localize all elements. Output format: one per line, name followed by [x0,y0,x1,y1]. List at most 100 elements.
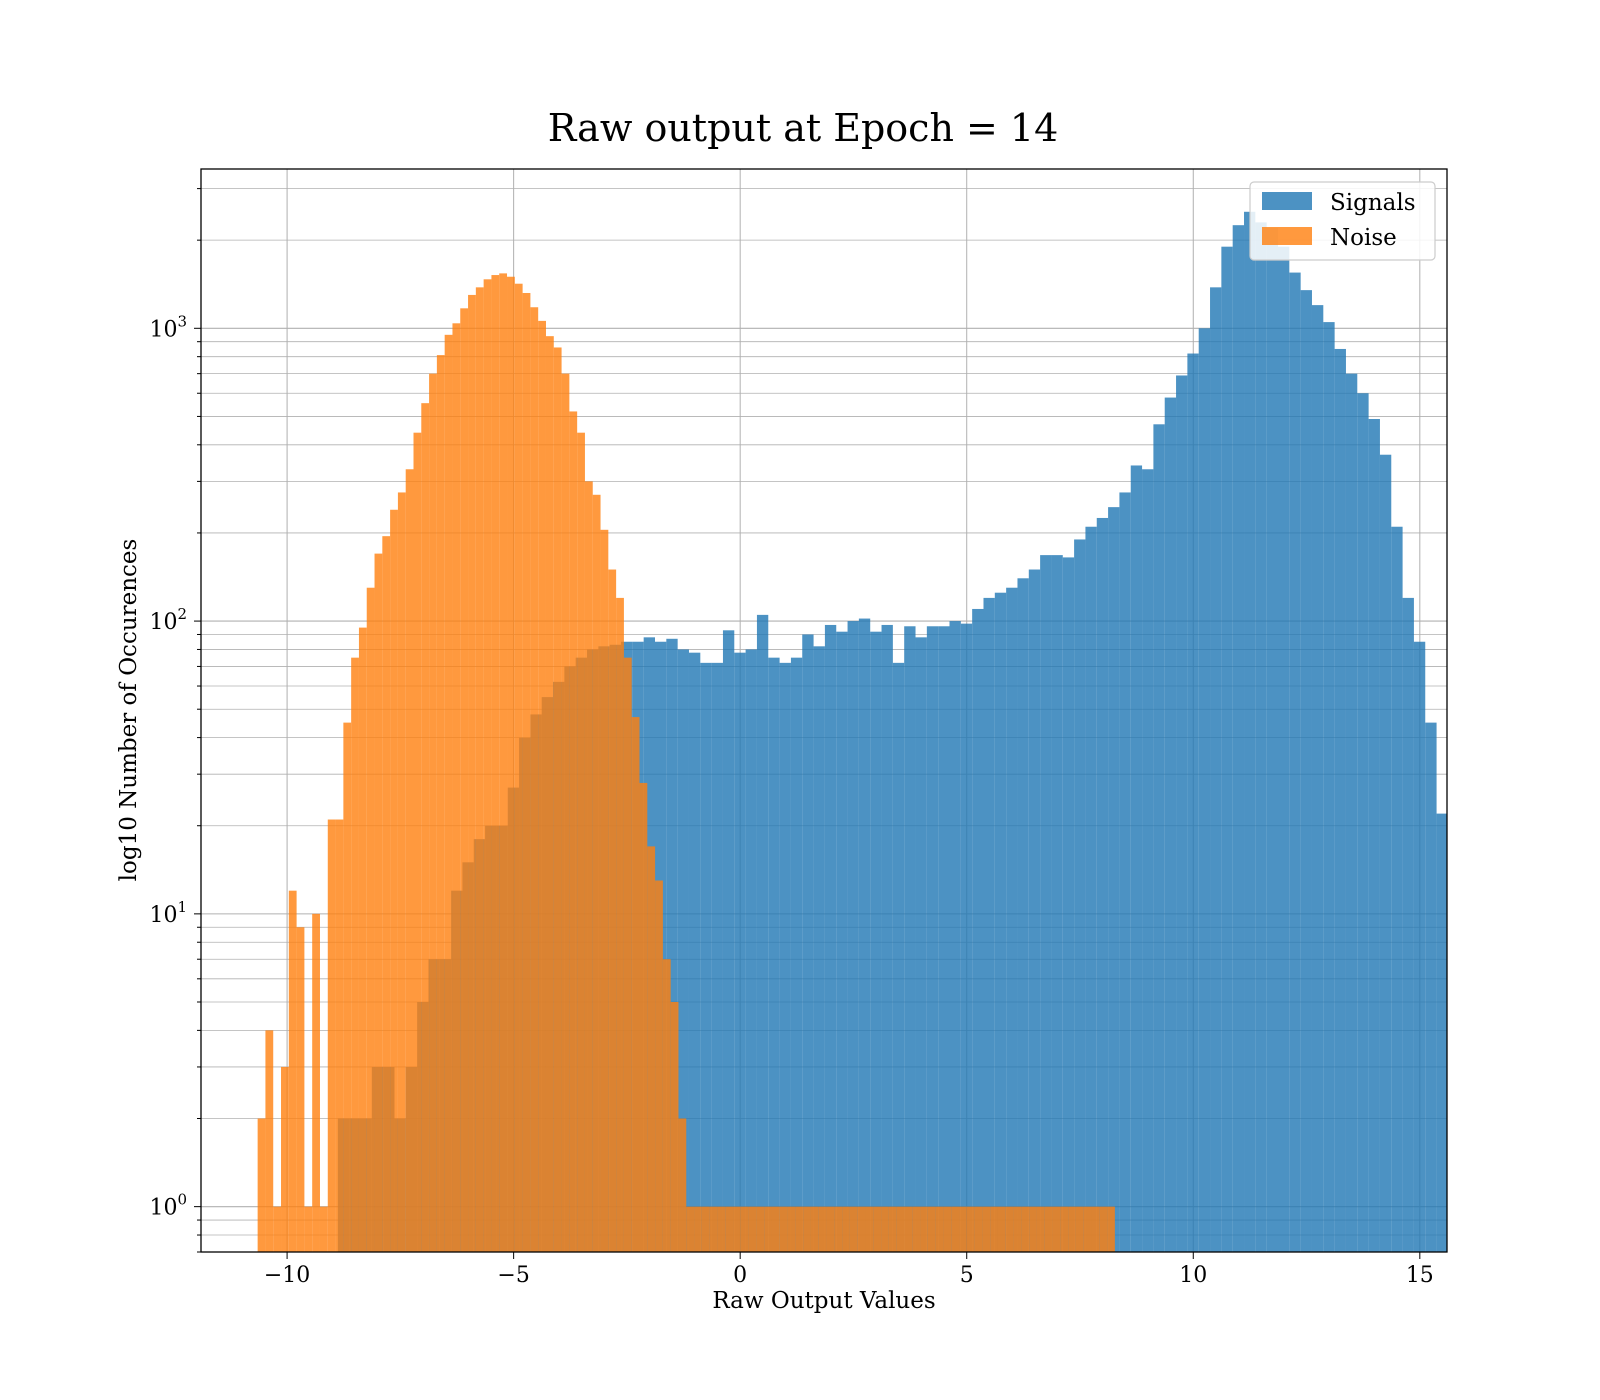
histogram-bar [530,307,539,1252]
histogram-bar [304,1206,313,1252]
histogram-bar [836,631,848,1252]
histogram-bar [779,1206,788,1252]
histogram-bar [257,1118,266,1252]
histogram-bar [1096,517,1109,1252]
histogram-bar [1323,322,1335,1252]
x-tick-label: 15 [1406,1263,1434,1288]
histogram-bar [734,652,746,1252]
histogram-bar [960,623,973,1252]
histogram-bar [1311,305,1324,1252]
histogram-bar [888,1206,897,1252]
axis-ticks: −10 −5 0 5 10 15 100 101 102 103 [149,188,1434,1288]
histogram-bar [1176,375,1188,1252]
x-tick-label: 0 [733,1263,747,1288]
histogram-bar [711,662,723,1252]
histogram-bar [1006,587,1018,1252]
histogram-bar [982,1206,991,1252]
histogram-bar [1107,1206,1115,1252]
histogram-bar [826,1206,835,1252]
histogram-bar [834,1206,843,1252]
histogram-bar [700,662,712,1252]
histogram-bar [974,1206,983,1252]
histogram-bar [666,638,678,1252]
histogram-bar [561,373,570,1252]
histogram-bar [709,1206,718,1252]
histogram-bar [577,432,585,1252]
histogram-bar [405,469,414,1252]
histogram-bar [764,1206,772,1252]
histogram-bar [779,662,791,1252]
histogram-bar [892,662,905,1252]
histogram-bar [413,432,422,1252]
histogram-bar [756,614,769,1252]
x-tick-label: 10 [1179,1263,1207,1288]
histogram-bar [491,275,500,1252]
histogram-bar [1060,1206,1069,1252]
histogram-bar [756,1206,765,1252]
histogram-bar [842,1206,850,1252]
histogram-bar [803,1206,811,1252]
histogram-bar [1187,353,1199,1252]
histogram-bar [1062,557,1075,1252]
histogram-bar [1051,555,1063,1252]
histogram-bar [881,1206,889,1252]
histogram-bar [468,294,476,1252]
histogram-bar [1210,287,1222,1252]
histogram-bar [701,1206,710,1252]
histogram-bar [927,1206,936,1252]
histogram-bar [896,1206,905,1252]
histogram-bar [662,959,671,1252]
histogram-bar [1289,272,1301,1252]
histogram-bar [790,657,803,1252]
histogram-bar [319,1206,328,1252]
x-tick-label: −5 [497,1263,529,1288]
chart-title: Raw output at Epoch = 14 [548,106,1059,150]
legend: Signals Noise [1249,181,1436,261]
histogram-bar [951,1206,960,1252]
histogram-bar [569,411,578,1252]
histogram-bar [1013,1206,1022,1252]
histogram-bar [1277,246,1290,1252]
histogram-bar [865,1206,874,1252]
histogram-bar [873,1206,882,1252]
histogram-bar [1005,1206,1014,1252]
x-axis-label: Raw Output Values [712,1288,935,1314]
histogram-bar [296,927,305,1252]
histogram-bar [1075,1206,1084,1252]
histogram-bar [1142,469,1154,1252]
histogram-bars [257,211,1447,1252]
histogram-bar [1345,373,1358,1252]
histogram-bar [926,626,939,1252]
histogram-bar [847,621,859,1252]
histogram-bar [740,1206,749,1252]
histogram-bar [670,1001,679,1252]
histogram-bar [768,657,780,1252]
x-tick-label: 5 [960,1263,974,1288]
histogram-bar [538,320,546,1252]
histogram-bar [358,627,367,1252]
histogram-bar [983,597,995,1252]
histogram-bar [733,1206,741,1252]
histogram-bar [639,782,648,1252]
histogram-bar [1052,1206,1061,1252]
histogram-bar [584,481,593,1252]
histogram-bar [1436,813,1447,1252]
histogram-bar [327,819,336,1252]
y-tick-label: 101 [149,898,187,928]
histogram-bar [849,1206,858,1252]
histogram-bar [1068,1206,1076,1252]
histogram-bar [1379,454,1392,1252]
histogram-bar [483,279,492,1252]
legend-label-signals: Signals [1330,190,1416,216]
histogram-bar [787,1206,796,1252]
histogram-bar [522,292,531,1252]
histogram-bar [382,536,391,1252]
histogram-bar [725,1206,734,1252]
histogram-bar [312,913,320,1252]
histogram-bar [1232,225,1245,1252]
histogram-bar [351,657,359,1252]
histogram-bar [1021,1206,1030,1252]
histogram-bar [1413,641,1426,1252]
histogram-bar [608,569,617,1252]
histogram-bar [1334,348,1346,1252]
